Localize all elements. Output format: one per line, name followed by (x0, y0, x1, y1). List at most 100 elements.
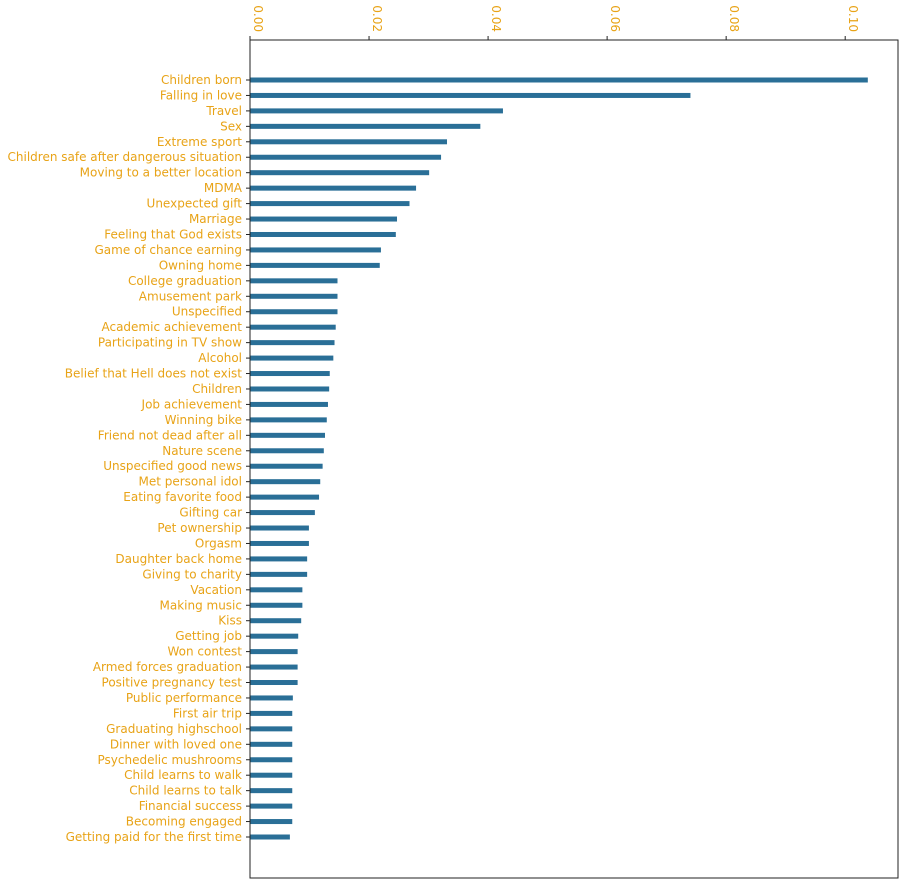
bar (250, 602, 303, 608)
bar (250, 139, 448, 145)
category-label: Armed forces graduation (93, 660, 242, 674)
bar (250, 324, 336, 330)
bar (250, 803, 293, 809)
bar (250, 494, 320, 500)
category-label: Positive pregnancy test (102, 676, 243, 690)
bar (250, 556, 308, 562)
category-label: MDMA (204, 181, 243, 195)
bar (250, 633, 299, 639)
bar (250, 788, 293, 794)
bar (250, 757, 293, 763)
bar (250, 371, 330, 377)
bar (250, 448, 324, 454)
category-label: Moving to a better location (80, 166, 242, 180)
category-label: Participating in TV show (98, 336, 242, 350)
category-label: Getting paid for the first time (66, 830, 242, 844)
category-label: Getting job (175, 629, 242, 643)
category-label: Dinner with loved one (110, 737, 242, 751)
category-label: Eating favorite food (123, 490, 242, 504)
bar (250, 695, 293, 701)
bar (250, 201, 410, 207)
bar (250, 510, 315, 516)
category-label: Children born (161, 73, 242, 87)
category-label: Job achievement (141, 397, 243, 411)
bar (250, 170, 430, 176)
category-label: College graduation (128, 274, 242, 288)
bar (250, 247, 381, 253)
category-label: First air trip (173, 706, 242, 720)
category-label: Unspecified (172, 305, 242, 319)
bar (250, 293, 338, 299)
bar (250, 386, 330, 392)
category-label: Pet ownership (157, 521, 242, 535)
category-label: Friend not dead after all (98, 428, 242, 442)
bar (250, 92, 691, 98)
bar (250, 154, 442, 160)
bar (250, 834, 290, 840)
bar (250, 772, 293, 778)
x-tick-label: 0.02 (370, 5, 384, 32)
bar (250, 355, 334, 361)
category-label: Gifting car (179, 506, 242, 520)
category-label: Extreme sport (157, 135, 242, 149)
bar (250, 185, 417, 191)
category-label: Children safe after dangerous situation (8, 150, 242, 164)
bar (250, 741, 293, 747)
category-label: Making music (159, 598, 242, 612)
bar (250, 618, 302, 624)
bar (250, 571, 308, 577)
category-label: Child learns to walk (124, 768, 242, 782)
bar (250, 262, 380, 268)
x-tick-label: 0.08 (727, 5, 741, 32)
category-label: Children (192, 382, 242, 396)
category-label: Feeling that God exists (104, 227, 242, 241)
x-tick-label: 0.06 (608, 5, 622, 32)
category-label: Belief that Hell does not exist (65, 367, 243, 381)
bar (250, 417, 327, 423)
category-label: Game of chance earning (95, 243, 243, 257)
bar (250, 680, 298, 686)
bar (250, 664, 298, 670)
category-label: Public performance (126, 691, 242, 705)
category-label: Kiss (218, 614, 242, 628)
bar (250, 587, 303, 593)
bar (250, 216, 398, 222)
category-label: Becoming engaged (126, 815, 242, 829)
category-label: Travel (205, 104, 242, 118)
bar (250, 432, 325, 438)
category-label: Giving to charity (142, 567, 242, 581)
category-label: Daughter back home (115, 552, 242, 566)
bar (250, 340, 335, 346)
bar (250, 479, 321, 485)
category-label: Met personal idol (138, 475, 242, 489)
category-label: Sex (220, 119, 242, 133)
bar (250, 540, 309, 546)
category-label: Academic achievement (101, 320, 242, 334)
category-label: Amusement park (139, 289, 242, 303)
category-label: Psychedelic mushrooms (98, 753, 243, 767)
category-label: Nature scene (162, 444, 242, 458)
x-axis-ticks: 0.00 0.02 0.04 0.06 0.08 0.10 (249, 5, 860, 40)
bar (250, 77, 868, 83)
plot-frame (249, 39, 899, 879)
bar (250, 231, 396, 237)
bar (250, 401, 328, 407)
category-label: Unexpected gift (147, 197, 243, 211)
category-label: Financial success (139, 799, 242, 813)
category-label: Unspecified good news (103, 459, 242, 473)
category-label: Won contest (167, 645, 242, 659)
bar (250, 123, 481, 129)
bar (250, 108, 503, 114)
bar (250, 278, 338, 284)
bar (250, 463, 323, 469)
category-label: Winning bike (165, 413, 242, 427)
category-label: Orgasm (195, 536, 242, 550)
category-label: Marriage (189, 212, 242, 226)
bar (250, 525, 309, 531)
x-tick-label: 0.00 (251, 5, 265, 32)
bar (250, 649, 298, 655)
category-label: Owning home (159, 258, 242, 272)
category-label: Vacation (190, 583, 242, 597)
